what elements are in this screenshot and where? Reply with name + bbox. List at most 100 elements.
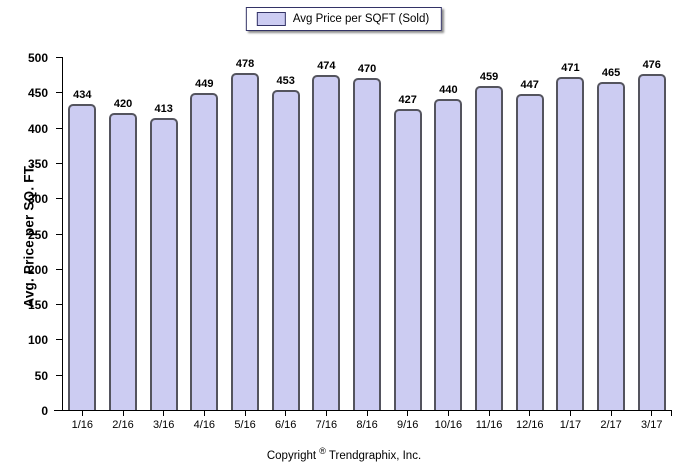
x-slot-6/16: 6/16 (265, 411, 306, 431)
x-axis-tick-mark (488, 411, 490, 416)
x-axis-tick-label: 8/16 (356, 419, 378, 431)
bar-slot-4/16: 449 (184, 57, 225, 410)
y-axis-tick-labels: 0 50 100 150 200 250 300 350 400 450 500 (14, 51, 56, 418)
bar-3/17 (637, 73, 666, 410)
bar-value-label: 434 (73, 88, 92, 101)
bar-value-label: 420 (113, 98, 133, 111)
bar-value-label: 453 (276, 75, 295, 88)
bar-series: 434 420 413 449 478 453 474 470 427 440 459 447 471 4… (62, 57, 672, 410)
x-slot-9/16: 9/16 (387, 411, 428, 431)
bar-slot-8/16: 470 (347, 57, 388, 410)
x-slot-3/16: 3/16 (143, 411, 184, 431)
x-slot-11/16: 11/16 (469, 411, 510, 431)
bar-4/16 (190, 93, 219, 410)
x-axis-tick-mark (285, 411, 287, 416)
copyright-text-prefix: Copyright (266, 449, 320, 462)
x-slot-2/16: 2/16 (103, 411, 144, 431)
x-axis-tick-mark (366, 411, 368, 416)
bar-value-label: 447 (520, 79, 539, 92)
y-axis-tick-label: 350 (27, 156, 48, 171)
x-axis-tick-label: 6/16 (274, 419, 297, 431)
bar-12/16 (515, 94, 544, 410)
x-axis-tick-mark (529, 411, 531, 416)
x-axis-line (54, 410, 672, 411)
x-slot-12/16: 12/16 (509, 411, 550, 431)
bar-value-label: 427 (398, 93, 417, 106)
bar-slot-3/17: 476 (631, 57, 672, 410)
y-axis-tick-mark (56, 339, 62, 341)
bar-value-label: 413 (154, 103, 173, 116)
bar-6/16 (271, 90, 300, 410)
x-axis-tick-mark (244, 411, 246, 416)
plot-area: 434 420 413 449 478 453 474 470 427 440 459 447 471 4… (62, 57, 672, 410)
y-axis-tick-label: 100 (27, 333, 48, 348)
x-axis-tick-mark (447, 411, 449, 416)
copyright-footer: Copyright ® Trendgraphix, Inc. (0, 446, 688, 462)
y-axis-tick-label: 450 (27, 86, 48, 101)
x-axis-tick-mark (651, 411, 653, 416)
legend-label: Avg Price per SQFT (Sold) (292, 13, 430, 25)
x-slot-5/16: 5/16 (225, 411, 266, 431)
x-axis-tick-label: 10/16 (434, 419, 463, 431)
x-axis-tick-mark (203, 411, 205, 416)
x-axis-tick-label: 3/16 (152, 419, 175, 431)
y-axis-tick-mark (56, 304, 62, 306)
y-axis-tick-mark (56, 268, 62, 270)
x-axis-tick-mark (325, 411, 327, 416)
y-axis-tick-label: 50 (34, 368, 48, 383)
y-axis-tick-mark (56, 92, 62, 94)
x-axis-tick-label: 7/16 (315, 419, 338, 431)
bar-slot-1/16: 434 (62, 57, 103, 410)
bar-value-label: 465 (601, 66, 621, 79)
bar-slot-3/16: 413 (143, 57, 184, 410)
bar-11/16 (475, 85, 504, 410)
x-slot-1/17: 1/17 (550, 411, 591, 431)
x-axis-tick-label: 1/17 (559, 419, 582, 431)
x-axis-tick-label: 2/17 (600, 419, 622, 431)
bar-value-label: 459 (479, 70, 499, 83)
bar-value-label: 449 (195, 78, 214, 91)
bar-slot-1/17: 471 (550, 57, 591, 410)
x-axis-tick-mark (122, 411, 124, 416)
bar-slot-2/16: 420 (103, 57, 144, 410)
x-slot-8/16: 8/16 (347, 411, 388, 431)
y-axis-tick-mark (56, 127, 62, 129)
y-axis-title: Avg. Price per SQ. FT. (21, 163, 37, 308)
y-axis-tick-mark (56, 57, 62, 58)
bar-value-label: 471 (561, 62, 580, 75)
copyright-text-suffix: Trendgraphix, Inc. (325, 449, 422, 462)
legend-swatch-icon (256, 12, 286, 26)
bar-value-label: 470 (357, 63, 377, 76)
y-axis-tick-label: 300 (27, 192, 48, 207)
y-axis-tick-label: 0 (41, 404, 48, 418)
x-axis-tick-label: 9/16 (397, 419, 419, 431)
x-slot-3/17: 3/17 (631, 411, 672, 431)
bar-value-label: 440 (439, 84, 458, 97)
x-axis-tick-mark (407, 411, 409, 416)
y-axis-tick-label: 250 (27, 227, 48, 242)
x-slot-1/16: 1/16 (62, 411, 103, 431)
x-axis-tick-label: 12/16 (515, 419, 544, 431)
x-axis-tick-label: 2/16 (112, 419, 134, 431)
y-axis-tick-mark (56, 374, 62, 376)
y-axis-tick-label: 200 (27, 262, 48, 277)
y-axis-tick-label: 150 (27, 298, 48, 313)
bar-7/16 (312, 75, 341, 410)
y-axis-tick-mark (56, 198, 62, 200)
y-axis-tick-label: 500 (27, 51, 48, 65)
bar-slot-10/16: 440 (428, 57, 469, 410)
bar-slot-6/16: 453 (265, 57, 306, 410)
bar-2/16 (109, 113, 137, 410)
registered-symbol: ® (319, 446, 326, 456)
y-axis-tick-label: 400 (27, 121, 48, 136)
x-slot-4/16: 4/16 (184, 411, 225, 431)
bar-slot-12/16: 447 (509, 57, 550, 410)
bar-2/17 (597, 81, 626, 410)
y-axis-tick-mark (56, 233, 62, 235)
bar-value-label: 476 (642, 58, 661, 71)
x-slot-7/16: 7/16 (306, 411, 347, 431)
legend: Avg Price per SQFT (Sold) (245, 7, 443, 31)
x-axis-tick-mark (163, 411, 165, 416)
bar-value-label: 478 (235, 57, 255, 70)
bar-1/17 (556, 77, 585, 410)
